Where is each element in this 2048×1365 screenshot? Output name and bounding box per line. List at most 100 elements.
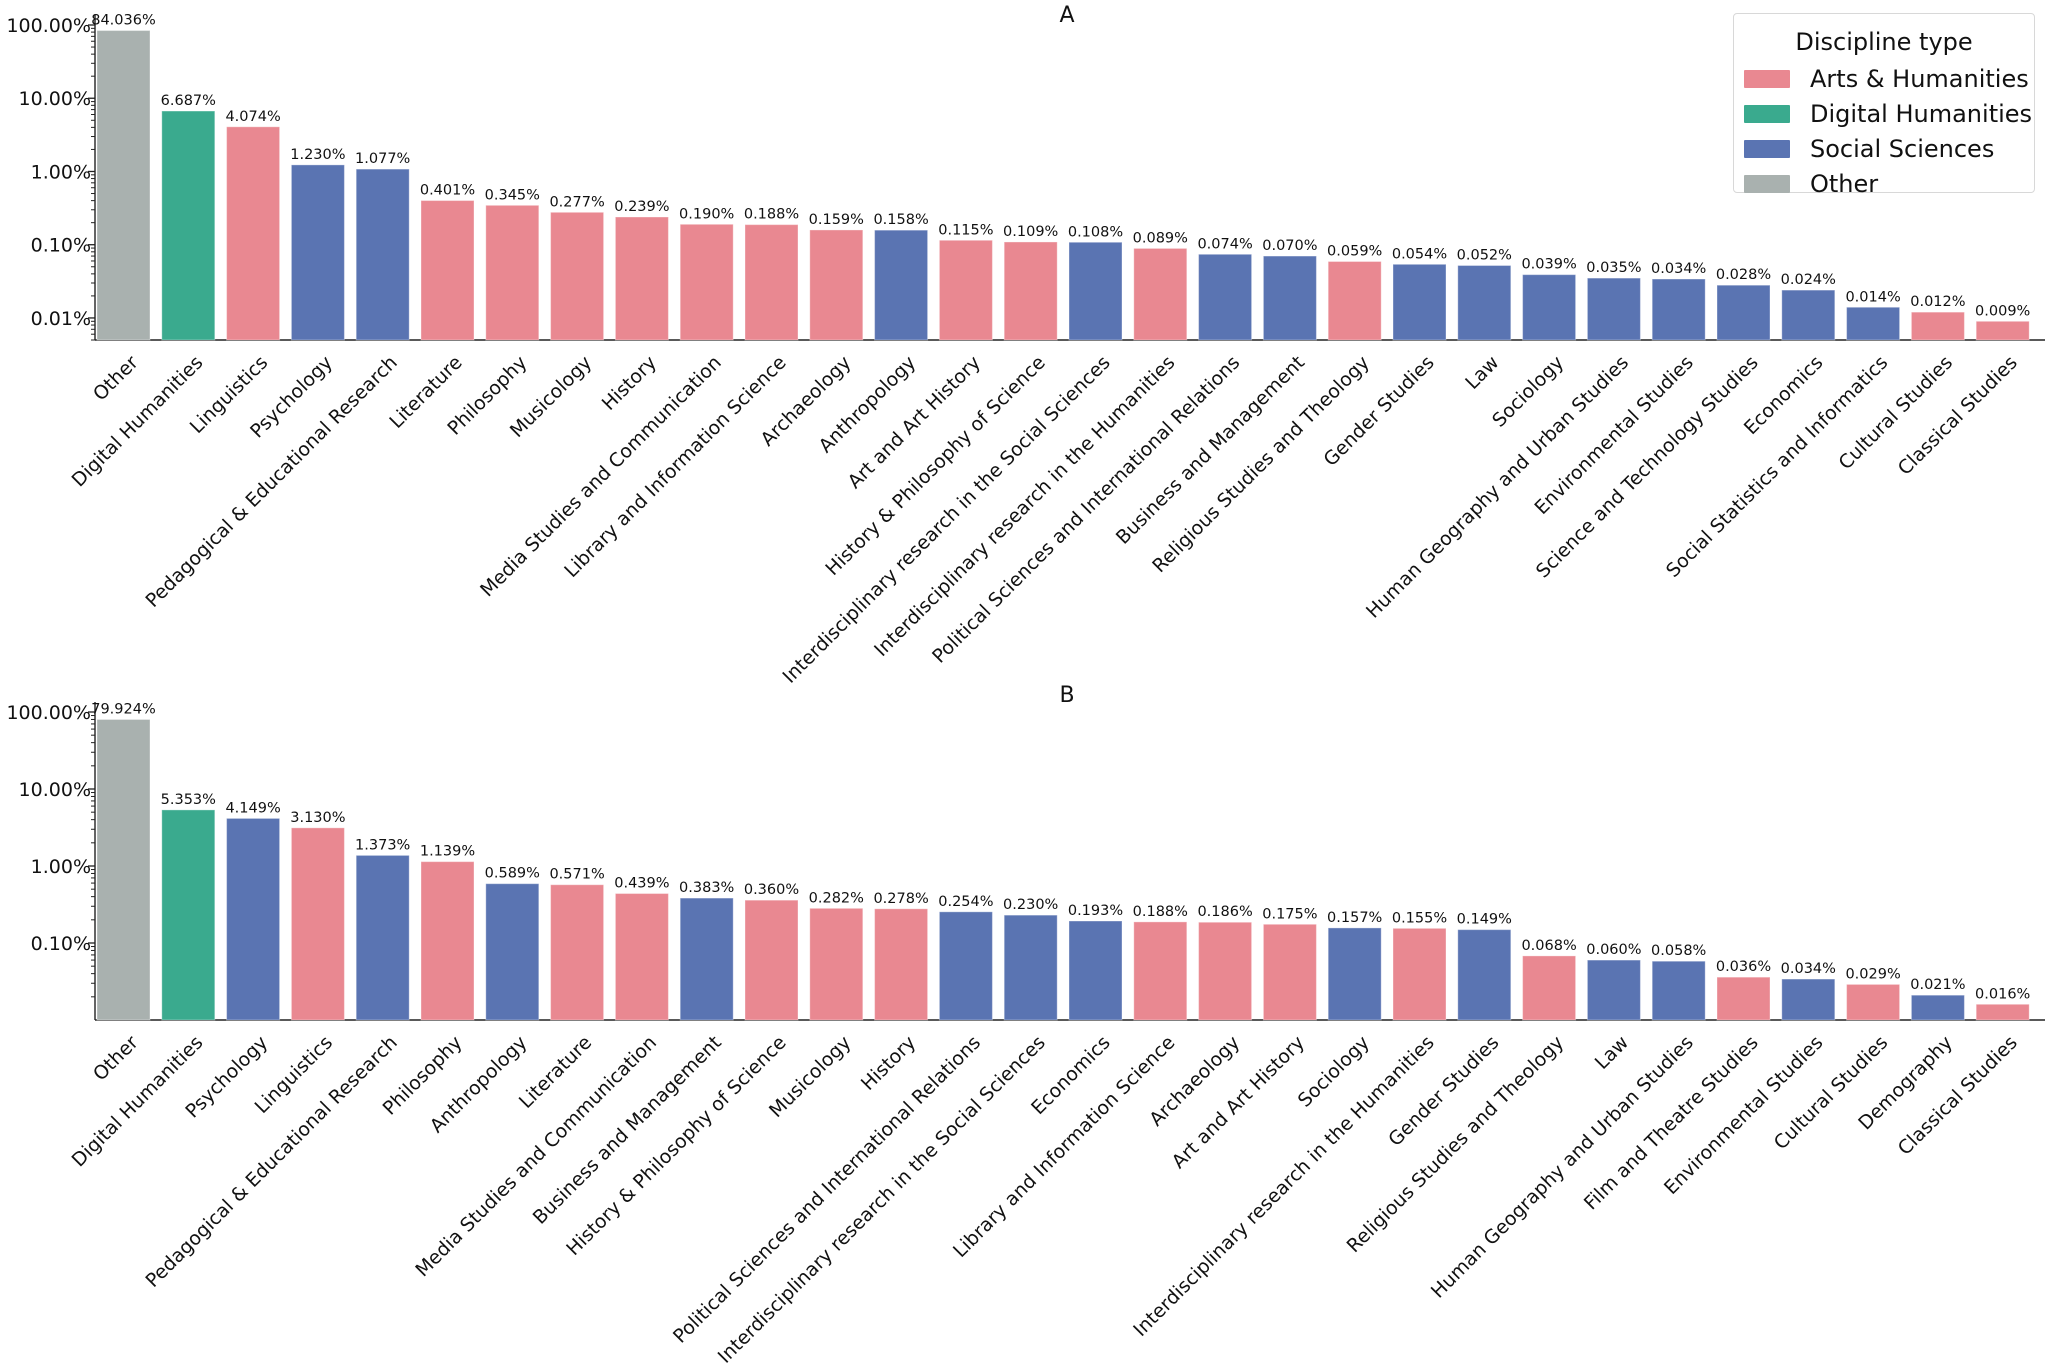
panel-b-category-label: Cultural Studies xyxy=(1770,1032,1893,1155)
panel-a-category-label: History xyxy=(598,352,661,415)
panel-a-category-label: Interdisciplinary research in the Humani… xyxy=(870,352,1179,661)
panel-a-category-label: Other xyxy=(89,351,143,405)
panel-b-bar-human-geography-and-urban-studies xyxy=(1651,960,1706,1021)
panel-a-bar-media-studies-and-communication xyxy=(679,223,734,341)
panel-b-value-label: 0.278% xyxy=(873,891,928,907)
panel-b-value-label: 0.175% xyxy=(1262,906,1317,922)
panel-a-value-label: 0.109% xyxy=(1003,224,1058,240)
panel-b-bar-interdisciplinary-research-in-the-humanities xyxy=(1392,927,1447,1021)
panel-a-value-label: 0.190% xyxy=(679,206,734,222)
panel-a-value-label: 0.188% xyxy=(744,207,799,223)
panel-a-value-label: 0.028% xyxy=(1716,267,1771,283)
panel-b-title: B xyxy=(1059,683,1074,708)
panel-b-value-label: 0.254% xyxy=(938,894,993,910)
panel-a-value-label: 1.077% xyxy=(355,151,410,167)
panel-a-y-tick-label: 1.00% xyxy=(31,161,91,183)
panel-b-value-label: 0.155% xyxy=(1392,910,1447,926)
panel-a-value-label: 0.014% xyxy=(1845,289,1900,305)
panel-b-category-label: Interdisciplinary research in the Humani… xyxy=(1129,1032,1438,1341)
panel-b-value-label: 0.193% xyxy=(1068,903,1123,919)
panel-b-bar-literature xyxy=(550,884,605,1021)
panel-a-bar-linguistics xyxy=(226,126,281,341)
panel-b-bar-media-studies-and-communication xyxy=(614,893,669,1021)
panel-b-value-label: 79.924% xyxy=(91,701,156,717)
legend-label: Arts & Humanities xyxy=(1810,65,2029,93)
panel-b-bar-archaeology xyxy=(1198,921,1253,1021)
panel-b-category-label: Gender Studies xyxy=(1384,1032,1503,1151)
panel-b-value-label: 1.139% xyxy=(420,844,475,860)
panel-a-value-label: 0.059% xyxy=(1327,243,1382,259)
panel-a-bar-sociology xyxy=(1522,274,1577,341)
panel-b-value-label: 0.589% xyxy=(485,866,540,882)
panel-b-category-label: History xyxy=(857,1032,920,1095)
panel-a-value-label: 0.039% xyxy=(1521,257,1576,273)
legend-label: Social Sciences xyxy=(1810,135,1995,163)
panel-a-category-label: Classical Studies xyxy=(1894,352,2022,480)
panel-b-bar-business-and-management xyxy=(679,897,734,1021)
panel-b-value-label: 0.021% xyxy=(1910,977,1965,993)
panel-a-category-label: Gender Studies xyxy=(1319,352,1438,471)
panel-b-bar-economics xyxy=(1068,920,1123,1021)
panel-b-value-label: 0.230% xyxy=(1003,897,1058,913)
panel-a-title: A xyxy=(1059,3,1074,28)
panel-b-bar-art-and-art-history xyxy=(1262,923,1317,1021)
panel-b-value-label: 0.186% xyxy=(1197,904,1252,920)
panel-a-bar-classical-studies xyxy=(1975,320,2030,341)
panel-a-y-tick-label: 0.10% xyxy=(31,235,91,257)
legend-title: Discipline type xyxy=(1795,28,1973,56)
panel-a-value-label: 0.054% xyxy=(1392,246,1447,262)
panel-a-value-label: 0.108% xyxy=(1068,224,1123,240)
panel-b-y-tick-label: 10.00% xyxy=(19,779,91,801)
panel-b-y-tick-label: 1.00% xyxy=(31,856,91,878)
panel-a-category-label: Cultural Studies xyxy=(1834,352,1957,475)
panel-a-category-label: Law xyxy=(1461,352,1503,394)
panel-a-bar-anthropology xyxy=(874,229,929,341)
panel-b-category-label: Political Sciences and International Rel… xyxy=(669,1032,985,1348)
panel-b-value-label: 4.149% xyxy=(225,800,280,816)
panel-b-value-label: 3.130% xyxy=(290,810,345,826)
chart-legend: Discipline type Arts & Humanities Digita… xyxy=(1733,13,2035,198)
panel-b-bar-library-and-information-science xyxy=(1133,921,1188,1021)
panel-a-value-label: 0.052% xyxy=(1457,248,1512,264)
panel-b-value-label: 0.439% xyxy=(614,876,669,892)
panel-a-value-label: 1.230% xyxy=(290,147,345,163)
panel-a-bar-archaeology xyxy=(809,229,864,341)
legend-item-digital-humanities: Digital Humanities xyxy=(1744,99,2032,129)
panel-a-bar-environmental-studies xyxy=(1651,278,1706,341)
panel-a-value-label: 84.036% xyxy=(91,13,156,29)
panel-a-bar-interdisciplinary-research-in-the-social-sciences xyxy=(1068,241,1123,341)
panel-a-value-label: 0.239% xyxy=(614,199,669,215)
panel-b-category-label: Law xyxy=(1591,1032,1633,1074)
panel-b-value-label: 0.571% xyxy=(549,867,604,883)
panel-a-category-label: Political Sciences and International Rel… xyxy=(928,352,1244,668)
panel-b-bar-history xyxy=(874,908,929,1021)
panel-b-bar-classical-studies xyxy=(1975,1003,2030,1021)
panel-b-value-label: 0.034% xyxy=(1781,961,1836,977)
panel-b-bar-history-and-philosophy-of-science xyxy=(744,899,799,1021)
panel-b-bar-pedagogical-and-educational-research xyxy=(355,854,410,1021)
panel-b-y-tick-label: 100.00% xyxy=(6,702,91,724)
legend-label: Other xyxy=(1810,170,1879,198)
panel-b-bar-philosophy xyxy=(420,861,475,1021)
panel-b-value-label: 0.383% xyxy=(679,880,734,896)
panel-b-bar-psychology xyxy=(226,817,281,1021)
legend-label: Digital Humanities xyxy=(1810,100,2033,128)
panel-b-bar-demography xyxy=(1910,994,1965,1021)
panel-a-value-label: 6.687% xyxy=(161,93,216,109)
panel-a-bar-pedagogical-and-educational-research xyxy=(355,168,410,341)
legend-item-social-sciences: Social Sciences xyxy=(1744,134,1994,164)
panel-a-y-tick-label: 100.00% xyxy=(6,15,91,37)
panel-a-bar-digital-humanities xyxy=(161,110,216,341)
panel-b-value-label: 0.360% xyxy=(744,882,799,898)
panel-b-bar-digital-humanities xyxy=(161,809,216,1021)
panel-a-bar-religious-studies-and-theology xyxy=(1327,260,1382,341)
panel-a-bar-business-and-management xyxy=(1262,255,1317,341)
panel-b-value-label: 0.016% xyxy=(1975,986,2030,1002)
panel-a-value-label: 0.035% xyxy=(1586,260,1641,276)
panel-a-value-label: 4.074% xyxy=(225,109,280,125)
panel-a-bar-musicology xyxy=(550,211,605,341)
panel-b-bar-cultural-studies xyxy=(1846,983,1901,1021)
panel-a-value-label: 0.009% xyxy=(1975,303,2030,319)
panel-a-value-label: 0.158% xyxy=(873,212,928,228)
